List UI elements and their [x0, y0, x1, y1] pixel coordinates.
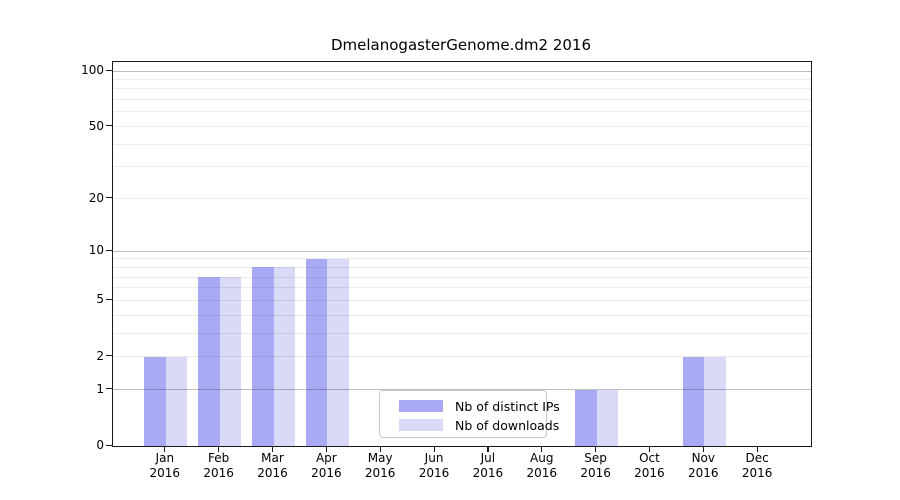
- bar-nb-of-distinct-ips-jan: [144, 356, 166, 446]
- x-tick-label: May 2016: [364, 451, 396, 480]
- x-tick-label: Feb 2016: [203, 451, 234, 480]
- x-tick-label: Oct 2016: [634, 451, 665, 480]
- bar-nb-of-distinct-ips-mar: [252, 267, 274, 446]
- y-tick-mark: [106, 298, 112, 301]
- grid-layer: [113, 62, 811, 446]
- gridline-minor: [113, 287, 811, 289]
- gridline-minor: [113, 276, 811, 278]
- x-tick-label: Jul 2016: [472, 451, 504, 480]
- legend-label: Nb of distinct IPs: [455, 398, 560, 414]
- y-tick-label: 1: [96, 381, 104, 396]
- y-tick-mark: [106, 249, 112, 251]
- y-tick-mark: [106, 388, 112, 390]
- gridline-minor: [113, 258, 811, 260]
- x-tick-label: Aug 2016: [526, 451, 558, 480]
- y-tick-mark: [106, 125, 112, 127]
- y-tick-label: 5: [96, 292, 104, 307]
- gridline-minor: [113, 314, 811, 316]
- bar-nb-of-downloads-sep: [596, 389, 619, 446]
- x-tick-mark: [756, 446, 758, 452]
- y-tick-label: 50: [88, 118, 104, 133]
- y-tick-label: 10: [88, 243, 104, 258]
- x-tick-label: Nov 2016: [688, 451, 719, 480]
- x-tick-mark: [325, 446, 328, 452]
- legend-item-downloads: Nb of downloads: [399, 416, 559, 434]
- x-tick-mark: [218, 446, 220, 452]
- x-tick-mark: [648, 446, 651, 452]
- x-tick-label: Apr 2016: [311, 451, 342, 480]
- y-tick-mark: [106, 69, 112, 71]
- gridline-minor: [113, 143, 811, 145]
- x-tick-mark: [433, 446, 435, 452]
- x-tick-label: Jun 2016: [418, 451, 450, 480]
- bars-layer: [113, 62, 811, 446]
- legend-label: Nb of downloads: [455, 417, 560, 433]
- plot-area: [112, 61, 812, 447]
- bar-nb-of-distinct-ips-apr: [305, 258, 328, 446]
- bar-nb-of-distinct-ips-nov: [682, 356, 705, 446]
- x-tick-mark: [595, 446, 597, 452]
- y-tick-mark: [106, 197, 112, 199]
- bar-nb-of-distinct-ips-sep: [575, 389, 597, 446]
- y-tick-label: 100: [81, 63, 104, 77]
- x-tick-label: Mar 2016: [257, 451, 288, 480]
- x-tick-mark: [164, 446, 166, 452]
- legend-item-distinct-ips: Nb of distinct IPs: [399, 397, 560, 415]
- gridline-minor: [113, 332, 811, 334]
- x-tick-mark: [702, 446, 704, 452]
- bar-nb-of-downloads-feb: [219, 277, 242, 446]
- x-tick-mark: [272, 446, 274, 452]
- bar-nb-of-downloads-mar: [273, 267, 295, 446]
- x-tick-label: Jan 2016: [149, 451, 181, 480]
- gridline-minor: [113, 166, 811, 168]
- bar-nb-of-downloads-apr: [327, 258, 349, 446]
- y-tick-mark: [106, 444, 112, 446]
- gridline-minor: [113, 299, 811, 301]
- gridline-minor: [113, 111, 811, 113]
- bar-nb-of-downloads-nov: [704, 356, 726, 446]
- gridline-minor: [113, 126, 811, 128]
- y-tick-label: 2: [96, 348, 104, 363]
- gridline-minor: [113, 78, 811, 80]
- chart-title: DmelanogasterGenome.dm2 2016: [330, 36, 591, 54]
- gridline-minor: [113, 88, 811, 90]
- y-tick-label: 0: [96, 438, 104, 452]
- gridline-major: [113, 389, 811, 391]
- gridline-minor: [113, 99, 811, 101]
- x-tick-label: Sep 2016: [580, 451, 611, 480]
- legend-swatch-distinct-ips: [399, 400, 443, 412]
- bar-nb-of-downloads-jan: [165, 356, 188, 446]
- x-tick-mark: [541, 446, 543, 452]
- bar-nb-of-distinct-ips-feb: [198, 277, 220, 446]
- gridline-minor: [113, 356, 811, 358]
- y-tick-label: 20: [88, 190, 104, 205]
- x-tick-mark: [487, 446, 489, 452]
- gridline-minor: [113, 266, 811, 268]
- y-tick-mark: [106, 355, 112, 357]
- x-tick-label: Dec 2016: [741, 451, 773, 480]
- legend: Nb of distinct IPs Nb of downloads: [379, 390, 560, 438]
- gridline-major: [113, 250, 811, 252]
- gridline-minor: [113, 198, 811, 200]
- gridline-major: [113, 70, 811, 72]
- legend-swatch-downloads: [399, 419, 443, 431]
- x-tick-mark: [379, 446, 381, 452]
